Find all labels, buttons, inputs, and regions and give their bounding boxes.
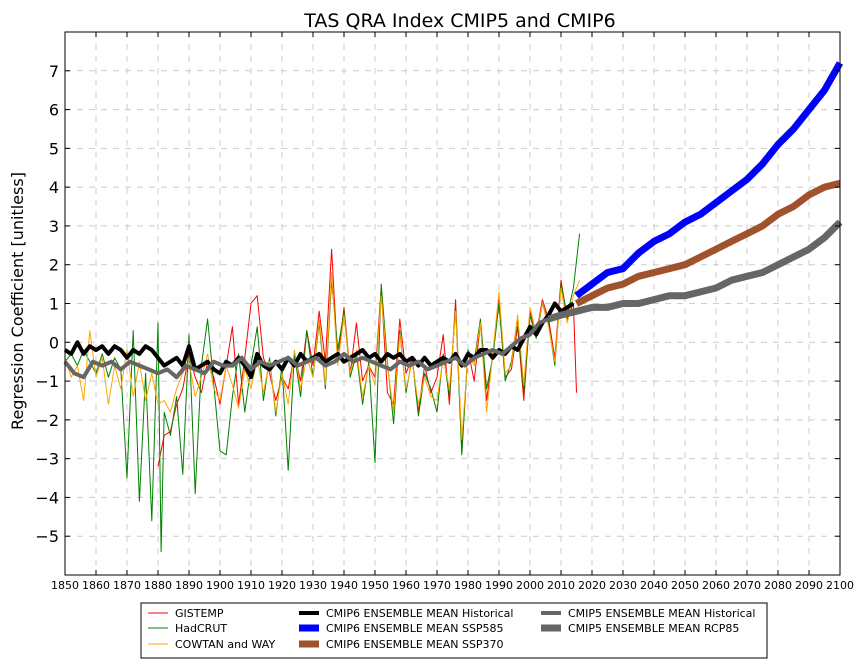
x-tick-label: 1850 (51, 579, 79, 592)
y-tick-label: 7 (49, 62, 59, 81)
x-tick-label: 1990 (485, 579, 513, 592)
y-tick-label: −2 (35, 411, 59, 430)
legend-label: CMIP6 ENSEMBLE MEAN SSP585 (326, 622, 504, 635)
x-tick-label: 2060 (702, 579, 730, 592)
y-ticks: −5 −4 −3 −2 −1 0 1 2 3 4 5 6 7 (35, 62, 840, 546)
series-line-5 (574, 179, 841, 307)
y-tick-label: 3 (49, 217, 59, 236)
y-tick-label: 0 (49, 333, 59, 352)
y-tick-label: 2 (49, 256, 59, 275)
x-tick-label: 1900 (206, 579, 234, 592)
y-tick-label: −5 (35, 527, 59, 546)
x-tick-label: 2090 (795, 579, 823, 592)
legend-label: COWTAN and WAY (175, 638, 275, 651)
y-tick-label: 5 (49, 139, 59, 158)
legend-label: CMIP6 ENSEMBLE MEAN Historical (326, 607, 513, 620)
x-tick-label: 2030 (609, 579, 637, 592)
y-tick-label: 6 (49, 101, 59, 120)
x-tick-label: 2050 (671, 579, 699, 592)
y-tick-label: −4 (35, 488, 59, 507)
x-tick-label: 2010 (547, 579, 575, 592)
series-line-7 (547, 219, 843, 323)
x-tick-label: 1930 (299, 579, 327, 592)
legend-label: HadCRUT (175, 622, 227, 635)
y-tick-label: −1 (35, 372, 59, 391)
legend-label: CMIP5 ENSEMBLE MEAN RCP85 (568, 622, 739, 635)
series-line-2 (64, 272, 581, 440)
x-tick-label: 1970 (423, 579, 451, 592)
grid (64, 32, 841, 575)
x-tick-label: 2000 (516, 579, 544, 592)
legend: GISTEMP HadCRUT COWTAN and WAY CMIP6 ENSEMB… (148, 607, 755, 651)
x-tick-label: 2070 (733, 579, 761, 592)
x-tick-label: 1960 (392, 579, 420, 592)
series-group (63, 61, 844, 553)
series-line-6 (63, 317, 550, 380)
legend-label: GISTEMP (175, 607, 224, 620)
y-tick-label: 4 (49, 178, 59, 197)
x-tick-label: 1940 (330, 579, 358, 592)
x-tick-label: 2040 (640, 579, 668, 592)
y-tick-label: 1 (49, 295, 59, 314)
x-ticks: 1850 1860 1870 1880 1890 1900 1910 1920 1930 1940… (51, 32, 854, 592)
x-tick-label: 1920 (268, 579, 296, 592)
legend-label: CMIP6 ENSEMBLE MEAN SSP370 (326, 638, 504, 651)
x-tick-label: 1860 (82, 579, 110, 592)
legend-label: CMIP5 ENSEMBLE MEAN Historical (568, 607, 755, 620)
x-tick-label: 1980 (454, 579, 482, 592)
x-tick-label: 1890 (175, 579, 203, 592)
x-tick-label: 1880 (144, 579, 172, 592)
x-tick-label: 2020 (578, 579, 606, 592)
legend-box (140, 602, 768, 659)
x-tick-label: 1870 (113, 579, 141, 592)
series-line-1 (64, 233, 581, 553)
x-tick-label: 1950 (361, 579, 389, 592)
series-line-4 (574, 61, 844, 299)
x-tick-label: 1910 (237, 579, 265, 592)
y-axis-label: Regression Coefficient [unitless] (8, 172, 27, 430)
x-tick-label: 2100 (826, 579, 854, 592)
chart-title: TAS QRA Index CMIP5 and CMIP6 (303, 10, 615, 32)
y-tick-label: −3 (35, 450, 59, 469)
x-tick-label: 2080 (764, 579, 792, 592)
